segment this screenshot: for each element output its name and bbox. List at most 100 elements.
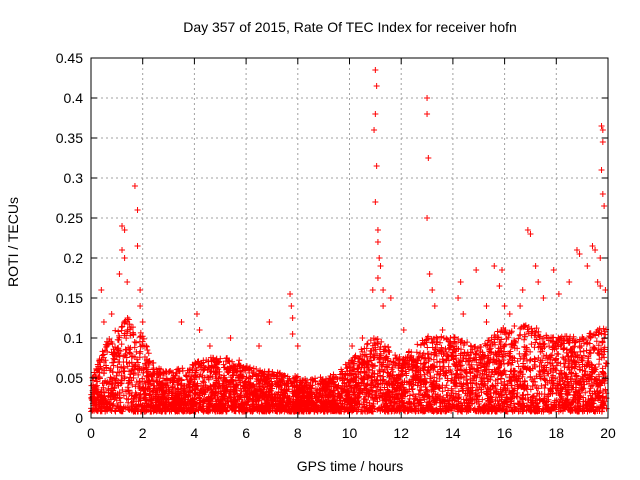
- background-point-cloud: [88, 315, 610, 415]
- data-point: [517, 303, 524, 309]
- data-point: [372, 67, 379, 73]
- data-point: [506, 311, 513, 317]
- data-point: [483, 303, 490, 309]
- data-point: [380, 303, 387, 309]
- chart-title: Day 357 of 2015, Rate Of TEC Index for r…: [183, 19, 517, 35]
- data-point: [349, 343, 356, 349]
- data-point: [121, 227, 128, 233]
- x-tick-label: 6: [242, 425, 250, 441]
- data-point: [540, 295, 547, 301]
- x-tick-label: 10: [342, 425, 358, 441]
- data-point: [602, 287, 609, 293]
- data-point: [266, 319, 273, 325]
- data-point: [108, 311, 115, 317]
- x-tick-label: 0: [87, 425, 95, 441]
- data-point: [373, 163, 380, 169]
- data-point: [532, 263, 539, 269]
- data-point: [119, 247, 126, 253]
- data-point: [100, 319, 107, 325]
- data-point: [373, 83, 380, 89]
- data-point: [287, 291, 294, 297]
- data-point: [491, 263, 498, 269]
- data-point: [137, 303, 144, 309]
- y-axis-label: ROTI / TECUs: [5, 197, 21, 287]
- grid: [91, 58, 608, 418]
- data-point: [555, 291, 562, 297]
- data-point: [256, 343, 263, 349]
- data-point: [119, 223, 126, 229]
- x-axis-label: GPS time / hours: [297, 458, 404, 474]
- data-point: [594, 279, 601, 285]
- data-point: [139, 319, 146, 325]
- data-point: [121, 255, 128, 261]
- data-point: [501, 303, 508, 309]
- data-point: [288, 303, 295, 309]
- y-tick-label: 0.2: [64, 250, 84, 266]
- data-point: [372, 199, 379, 205]
- data-point: [439, 327, 446, 333]
- data-point: [573, 247, 580, 253]
- data-point: [289, 315, 296, 321]
- data-point: [98, 287, 105, 293]
- data-point: [455, 295, 462, 301]
- data-point: [134, 243, 141, 249]
- x-tick-label: 4: [191, 425, 199, 441]
- y-tick-label: 0.25: [56, 210, 83, 226]
- x-tick-label: 2: [139, 425, 147, 441]
- y-tick-label: 0: [75, 410, 83, 426]
- data-point: [206, 343, 213, 349]
- data-point: [424, 111, 431, 117]
- y-tick-label: 0.4: [64, 90, 84, 106]
- data-point: [116, 271, 123, 277]
- data-point: [598, 123, 605, 129]
- x-tick-label: 8: [294, 425, 302, 441]
- y-tick-label: 0.45: [56, 50, 83, 66]
- data-point: [227, 335, 234, 341]
- data-point: [457, 279, 464, 285]
- data-point: [429, 287, 436, 293]
- data-point: [196, 327, 203, 333]
- data-point: [374, 275, 381, 281]
- data-point: [431, 303, 438, 309]
- data-point: [374, 227, 381, 233]
- data-point: [584, 263, 591, 269]
- data-point: [527, 231, 534, 237]
- data-point: [134, 207, 141, 213]
- data-point: [377, 263, 384, 269]
- data-point: [374, 239, 381, 245]
- data-point: [178, 319, 185, 325]
- y-tick-label: 0.35: [56, 130, 83, 146]
- y-tick-label: 0.1: [64, 330, 84, 346]
- data-point: [369, 287, 376, 293]
- data-point: [496, 283, 503, 289]
- data-point: [137, 287, 144, 293]
- data-point: [483, 319, 490, 325]
- data-point: [592, 247, 599, 253]
- data-point: [131, 183, 138, 189]
- data-point: [550, 267, 557, 273]
- data-point: [372, 111, 379, 117]
- data-point: [599, 191, 606, 197]
- data-points: [88, 67, 610, 415]
- data-point: [589, 243, 596, 249]
- x-tick-label: 18: [549, 425, 565, 441]
- data-point: [387, 295, 394, 301]
- data-point: [424, 215, 431, 221]
- data-point: [524, 227, 531, 233]
- x-tick-label: 16: [497, 425, 513, 441]
- data-point: [400, 327, 407, 333]
- x-tick-label: 20: [600, 425, 616, 441]
- data-point: [124, 279, 131, 285]
- x-tick-label: 14: [445, 425, 461, 441]
- data-point: [519, 287, 526, 293]
- axis-ticks: 0 2 4 6 8 10 12 14 16 18 20 0 0.05 0.1 0.15 0.2 0.25 0.3 0…: [56, 50, 616, 441]
- data-point: [597, 283, 604, 289]
- data-point: [289, 331, 296, 337]
- data-point: [193, 311, 200, 317]
- data-point: [426, 271, 433, 277]
- data-point: [473, 267, 480, 273]
- x-tick-label: 12: [393, 425, 409, 441]
- data-point: [371, 127, 378, 133]
- data-point: [598, 167, 605, 173]
